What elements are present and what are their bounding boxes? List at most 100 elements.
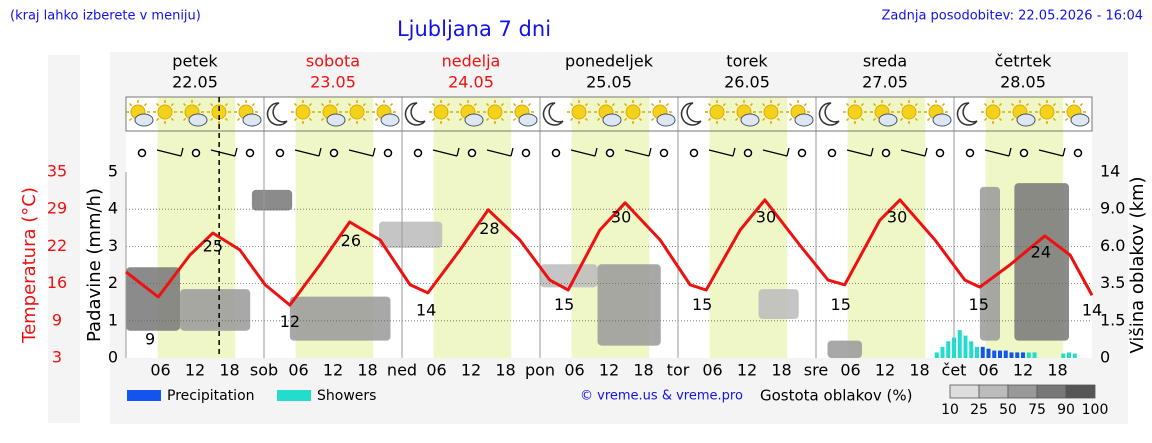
x-tick-label: 18: [633, 361, 653, 380]
sun-ray: [899, 117, 904, 122]
daylight-band: [847, 97, 926, 358]
sun-ray: [611, 102, 616, 107]
cloud-icon: [188, 113, 208, 127]
y2-tick-label: 0: [1100, 348, 1110, 367]
y2-tick-label: 9.0: [1100, 199, 1125, 218]
x-tick-label: 18: [495, 361, 515, 380]
sun-ray: [512, 117, 517, 122]
density-level-label: 10: [941, 402, 959, 418]
credit: © vreme.us & vreme.pro: [580, 389, 743, 404]
x-tick-label: 12: [875, 361, 895, 380]
sun-ray: [761, 102, 766, 107]
temperature-tick-label: 35: [47, 162, 67, 181]
wind-calm: [521, 148, 531, 158]
wind-barb: [846, 149, 872, 157]
moon-icon: [542, 102, 564, 126]
sun-ray: [473, 102, 478, 107]
wind-barb: [348, 149, 374, 157]
wind-calm: [551, 148, 561, 158]
temperature-extreme-label: 30: [611, 208, 631, 227]
sun-ray: [224, 102, 229, 107]
legend-label: Showers: [317, 388, 376, 404]
day-name: ponedeljek: [565, 52, 654, 71]
y2-tick-label: 14: [1100, 162, 1120, 181]
day-name: petek: [172, 52, 218, 71]
wind-barb: [900, 149, 926, 157]
x-tick-label: 18: [1047, 361, 1067, 380]
temperature-axis-label: Temperatura (°C): [19, 187, 40, 344]
wind-barb: [762, 149, 788, 157]
sun-ray: [584, 102, 589, 107]
temperature-extreme-label: 28: [479, 219, 499, 238]
moon-icon: [266, 102, 288, 126]
day-name: sobota: [306, 52, 360, 71]
x-tick-label: 06: [426, 361, 446, 380]
y-tick-label: 1: [108, 310, 118, 329]
day-date: 26.05: [724, 73, 770, 92]
sun-ray: [485, 117, 490, 122]
x-tick-label: 12: [1013, 361, 1033, 380]
temperature-extreme-label: 26: [341, 231, 361, 250]
wind-calm: [935, 148, 945, 158]
legend-label: Precipitation: [167, 388, 255, 404]
precipitation-bar: [1003, 350, 1008, 358]
wind-barb: [372, 147, 376, 157]
sun-ray: [320, 102, 325, 107]
sun-ray: [500, 102, 505, 107]
wind-barb: [318, 147, 322, 157]
sun-ray: [914, 102, 919, 107]
cloud-layer: [379, 221, 443, 248]
sun-ray: [983, 102, 988, 107]
sun-ray: [941, 102, 946, 107]
wind-calm: [605, 148, 615, 158]
x-tick-label: 18: [219, 361, 239, 380]
day-date: 28.05: [1000, 73, 1046, 92]
sun-ray: [650, 117, 655, 122]
wind-calm: [191, 148, 201, 158]
day-name: nedelja: [442, 52, 501, 71]
wind-barb: [570, 149, 596, 157]
daylight-band: [433, 97, 512, 358]
y-tick-label: 2: [108, 273, 118, 292]
wind-barb: [1062, 147, 1066, 157]
sun-ray: [761, 117, 766, 122]
density-swatch: [1036, 384, 1067, 399]
temperature-line: [125, 198, 1094, 307]
day-short-label: sre: [804, 361, 828, 380]
precipitation-bar: [1015, 352, 1020, 358]
sun-icon: [763, 104, 779, 120]
sun-ray: [803, 102, 808, 107]
x-tick-label: 12: [185, 361, 205, 380]
x-tick-label: 18: [909, 361, 929, 380]
sun-ray: [527, 102, 532, 107]
wind-barb: [1038, 149, 1064, 157]
wind-barb: [984, 149, 1010, 157]
precipitation-bar: [952, 337, 956, 358]
wind-calm: [329, 148, 339, 158]
cloud-icon: [1070, 113, 1090, 127]
sun-ray: [776, 117, 781, 122]
cloud-icon: [326, 113, 346, 127]
density-level-label: 90: [1057, 402, 1075, 418]
sun-ray: [374, 117, 379, 122]
sun-icon: [433, 104, 449, 120]
sun-ray: [458, 102, 463, 107]
temperature-tick-label: 29: [47, 199, 67, 218]
density-level-label: 75: [1028, 402, 1046, 418]
legend-swatch: [277, 390, 311, 401]
sun-ray: [914, 117, 919, 122]
sun-icon: [985, 104, 1001, 120]
cloud-layer: [180, 289, 251, 331]
sun-ray: [362, 102, 367, 107]
temperature-extreme-label: 25: [203, 237, 223, 256]
cloud-icon: [380, 113, 400, 127]
sun-ray: [926, 117, 931, 122]
sun-ray: [347, 102, 352, 107]
sun-icon: [1039, 104, 1055, 120]
sun-ray: [1052, 117, 1057, 122]
temperature-extreme-label: 14: [1082, 301, 1102, 320]
chart-title: Ljubljana 7 dni: [397, 17, 551, 41]
sun-icon: [625, 104, 641, 120]
wind-barb: [294, 149, 320, 157]
